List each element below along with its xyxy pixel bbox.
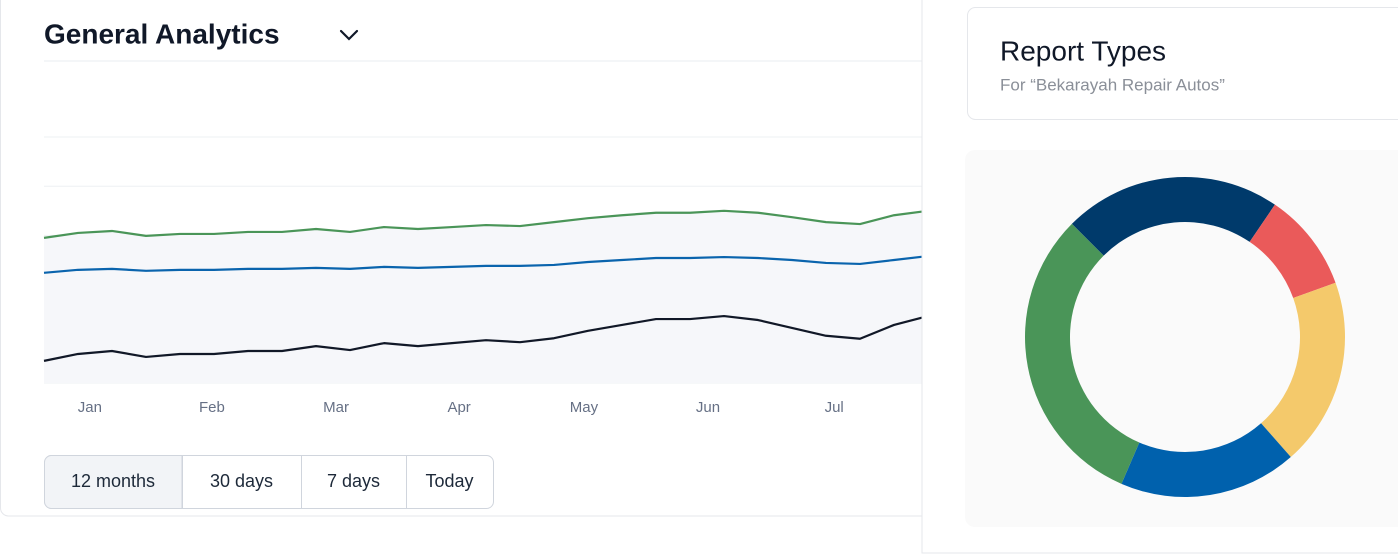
analytics-title: General Analytics — [44, 18, 280, 49]
x-tick-label: Jul — [825, 399, 844, 416]
filter-button[interactable]: 12 months — [71, 471, 155, 491]
x-tick-label: Mar — [323, 399, 349, 416]
report-subtitle: For “Bekarayah Repair Autos” — [1000, 75, 1225, 94]
area — [44, 211, 928, 383]
x-tick-label: Apr — [447, 399, 470, 416]
filter-button[interactable]: 30 days — [210, 471, 273, 491]
x-tick-label: Jun — [696, 399, 720, 416]
filter-button[interactable]: Today — [425, 471, 473, 491]
x-tick-label: May — [570, 399, 599, 416]
x-tick-label: Feb — [199, 399, 225, 416]
filter-button[interactable]: 7 days — [327, 471, 380, 491]
report-title: Report Types — [1000, 35, 1166, 66]
x-tick-label: Jan — [78, 399, 102, 416]
